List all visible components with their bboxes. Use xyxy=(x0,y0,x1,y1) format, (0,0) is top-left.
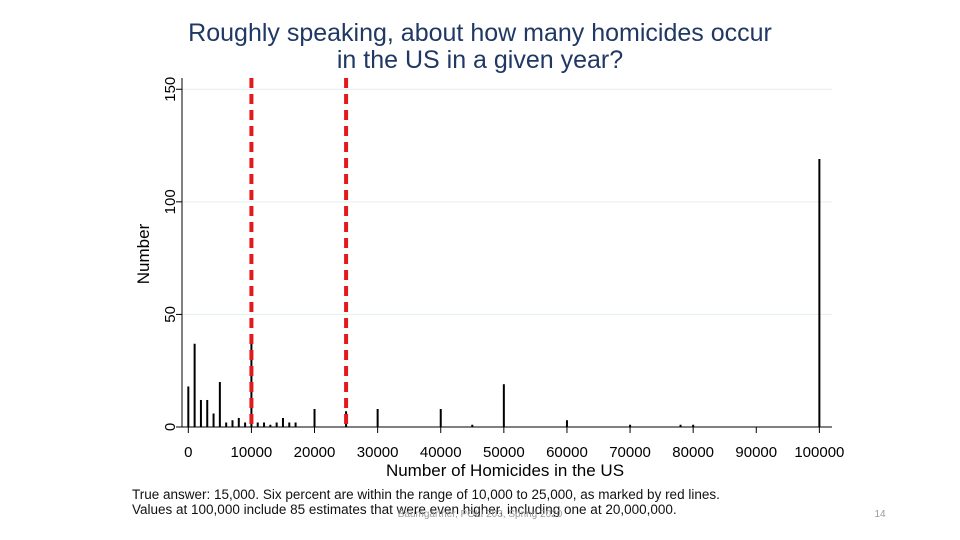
slide-page-number: 14 xyxy=(874,509,886,520)
y-tick-label: 100 xyxy=(162,189,179,214)
y-axis-label: Number xyxy=(134,223,153,284)
y-tick-label: 50 xyxy=(162,306,179,323)
y-tick-label: 150 xyxy=(162,77,179,102)
chart-title-line-2: in the US in a given year? xyxy=(336,46,624,74)
x-tick-label: 80000 xyxy=(672,444,714,461)
x-tick-label: 60000 xyxy=(546,444,588,461)
bars xyxy=(187,159,821,427)
x-tick-label: 90000 xyxy=(735,444,777,461)
x-tick-label: 50000 xyxy=(483,444,525,461)
caption: True answer: 15,000. Six percent are wit… xyxy=(132,487,892,517)
x-tick-label: 70000 xyxy=(609,444,651,461)
grid-lines xyxy=(182,88,832,315)
reference-lines xyxy=(249,78,349,427)
x-tick-label: 10000 xyxy=(231,444,273,461)
y-tick-label: 0 xyxy=(162,423,179,431)
axes: 0 50 100 150 0 10000 20000 30000 40000 50000 60000… xyxy=(162,77,844,461)
caption-line-2: Values at 100,000 include 85 estimates t… xyxy=(132,502,677,517)
x-tick-label: 30000 xyxy=(357,444,399,461)
x-tick-label: 20000 xyxy=(294,444,336,461)
x-axis-label: Number of Homicides in the US xyxy=(386,461,624,480)
x-tick-label: 100000 xyxy=(794,444,844,461)
x-tick-label: 0 xyxy=(184,444,192,461)
chart-title: Roughly speaking, about how many homicid… xyxy=(150,20,810,74)
chart-title-line-1: Roughly speaking, about how many homicid… xyxy=(188,19,772,47)
caption-line-1: True answer: 15,000. Six percent are wit… xyxy=(132,487,720,502)
slide-footer: Baumgartner, POLI 203, Spring 2020 xyxy=(397,509,563,520)
x-tick-label: 40000 xyxy=(420,444,462,461)
